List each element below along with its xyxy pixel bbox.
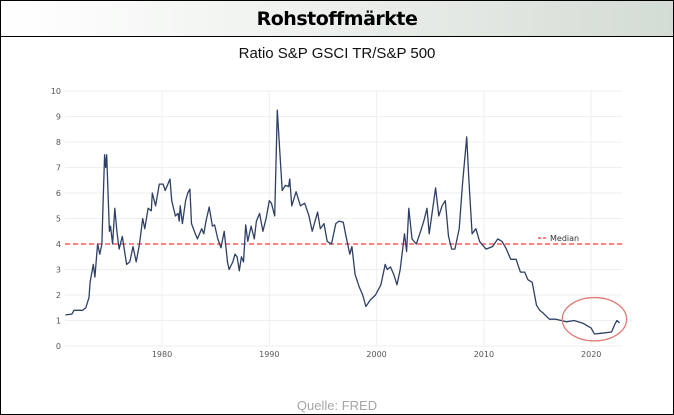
series-line-ratio <box>65 109 621 335</box>
legend-median-label: Median <box>550 234 579 243</box>
x-tick-label: 1990 <box>259 350 279 359</box>
header-bar: Rohstoffmärkte <box>1 1 673 37</box>
annotation-circle <box>561 296 628 342</box>
x-tick-label: 1980 <box>152 350 172 359</box>
y-tick-label: 6 <box>56 189 61 198</box>
y-tick-label: 7 <box>56 164 61 173</box>
y-tick-label: 5 <box>56 215 61 224</box>
x-tick-label: 2020 <box>581 350 601 359</box>
y-tick-label: 3 <box>56 266 61 275</box>
chart-title: Ratio S&P GSCI TR/S&P 500 <box>238 45 436 62</box>
source-note: Quelle: FRED <box>296 398 378 413</box>
header-title: Rohstoffmärkte <box>256 7 418 30</box>
y-tick-label: 1 <box>56 317 61 326</box>
y-tick-label: 0 <box>56 342 61 351</box>
x-tick-label: 2000 <box>366 350 386 359</box>
y-tick-label: 9 <box>56 113 61 122</box>
y-tick-label: 4 <box>56 240 61 249</box>
y-tick-label: 2 <box>56 291 61 300</box>
y-tick-label: 8 <box>56 138 61 147</box>
x-tick-label: 2010 <box>474 350 494 359</box>
y-tick-label: 10 <box>51 87 61 96</box>
